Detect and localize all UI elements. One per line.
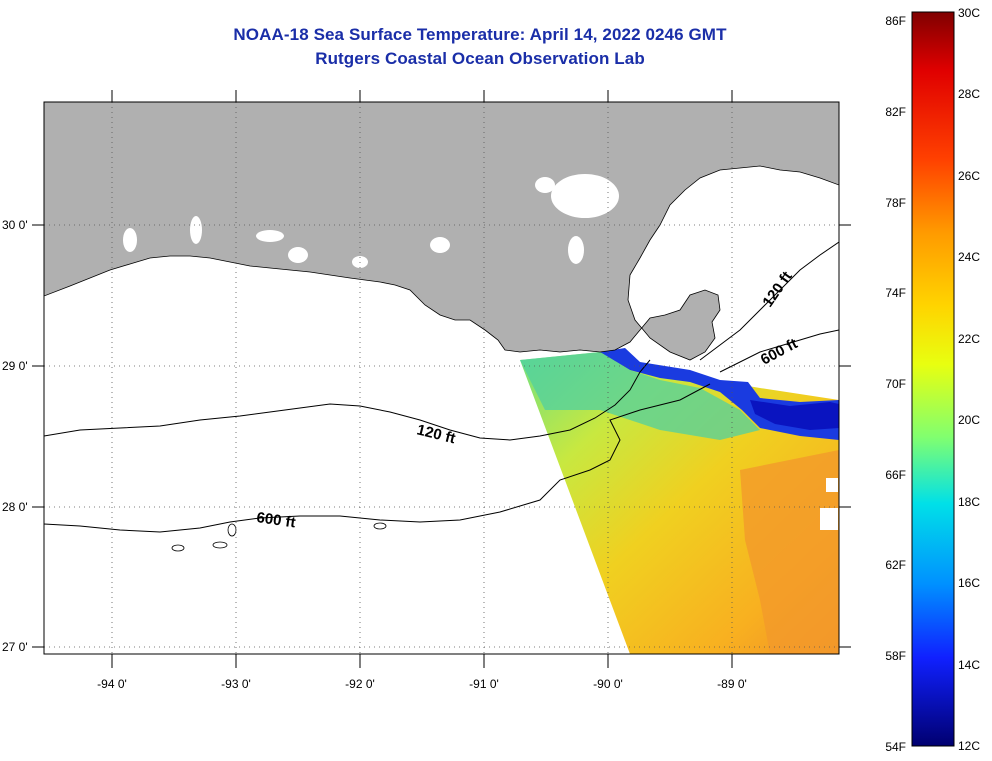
colorbar-fahrenheit-labels: 86F 82F 78F 74F 70F 66F 62F 58F 54F (885, 14, 906, 754)
colorbar-label-f: 86F (885, 14, 906, 28)
contour-600ft-west (44, 383, 711, 533)
colorbar-celsius-labels: 30C 28C 26C 24C 22C 20C 18C 16C 14C 12C (958, 6, 980, 753)
lon-label: -94 0' (97, 677, 127, 691)
contour-120ft-east (699, 241, 839, 361)
colorbar-label-f: 74F (885, 286, 906, 300)
colorbar-label-c: 22C (958, 332, 980, 346)
lon-label: -93 0' (221, 677, 251, 691)
warm-water-patch (740, 450, 839, 654)
lat-label: 28 0' (2, 500, 28, 514)
colorbar-label-c: 28C (958, 87, 980, 101)
colorbar-label-c: 18C (958, 495, 980, 509)
colorbar (911, 11, 955, 747)
shoal (373, 522, 387, 530)
axis-ticks (32, 90, 851, 668)
colorbar-label-c: 24C (958, 250, 980, 264)
shoal (212, 541, 228, 549)
lon-label: -91 0' (469, 677, 499, 691)
white-lake (288, 247, 308, 263)
plot-frame (43, 101, 840, 655)
colorbar-label-c: 16C (958, 576, 980, 590)
contour-120ft-west (44, 359, 651, 441)
lake-marsh (430, 237, 450, 253)
contour-600ft-east (719, 329, 839, 373)
lake-calcasieu (190, 216, 202, 244)
cloud-patch (826, 478, 838, 492)
map-title: NOAA-18 Sea Surface Temperature: April 1… (233, 25, 727, 44)
colorbar-label-f: 58F (885, 649, 906, 663)
lake-maurepas (535, 177, 555, 193)
lon-label: -92 0' (345, 677, 375, 691)
lake-pontchartrain (551, 174, 619, 218)
cool-water-band (520, 352, 760, 440)
lon-label: -89 0' (717, 677, 747, 691)
colorbar-label-f: 82F (885, 105, 906, 119)
shoal (227, 523, 237, 537)
breton-sound (670, 261, 710, 289)
colorbar-label-f: 70F (885, 377, 906, 391)
lake-salvador (568, 236, 584, 264)
grand-lake (256, 230, 284, 242)
chandeleur-sound (670, 190, 790, 240)
lat-label: 29 0' (2, 359, 28, 373)
colorbar-label-f: 54F (885, 740, 906, 754)
graticule (44, 102, 839, 654)
land-mass (44, 102, 839, 361)
shoal (171, 544, 185, 552)
colorbar-label-c: 14C (958, 658, 980, 672)
lon-label: -90 0' (593, 677, 623, 691)
cloud-patch (820, 508, 838, 530)
contour-label-600ft: 600 ft (255, 509, 296, 531)
colorbar-label-c: 12C (958, 739, 980, 753)
colorbar-label-f: 78F (885, 196, 906, 210)
colorbar-label-f: 62F (885, 558, 906, 572)
colorbar-label-c: 26C (958, 169, 980, 183)
colorbar-label-f: 66F (885, 468, 906, 482)
lat-label: 27 0' (2, 640, 28, 654)
lake-sabine (123, 228, 137, 252)
lat-label: 30 0' (2, 218, 28, 232)
cold-water-core (750, 400, 839, 430)
map-subtitle: Rutgers Coastal Ocean Observation Lab (315, 49, 645, 68)
colorbar-label-c: 30C (958, 6, 980, 20)
colorbar-label-c: 20C (958, 413, 980, 427)
